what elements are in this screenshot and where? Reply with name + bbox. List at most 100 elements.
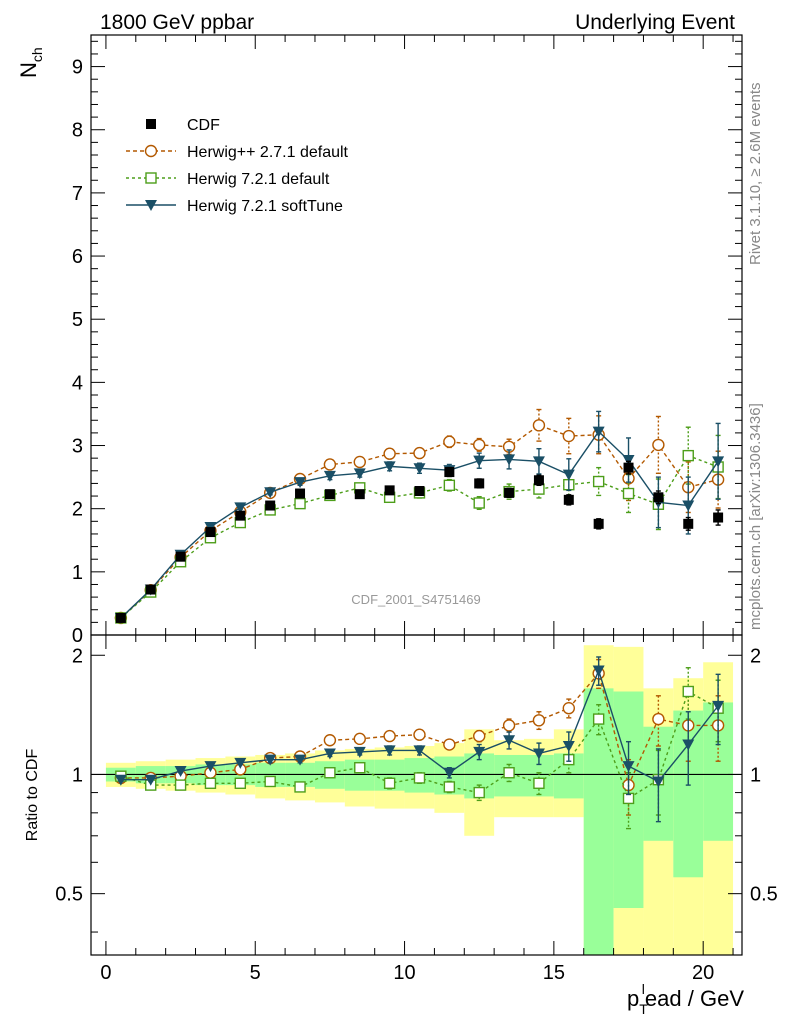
data-point [622,487,635,500]
data-point [413,463,426,475]
data-point [443,738,456,751]
x-axis-label-sup: l [642,981,645,997]
data-point [354,762,366,774]
x-axis-label: pTlead / GeV [627,981,744,1017]
legend-label: Herwig++ 2.7.1 default [187,144,349,161]
data-point [265,500,276,511]
x-axis-label-sub: T [639,1001,648,1017]
data-point [682,500,695,512]
y-axis-label: Nch [16,47,45,78]
data-point [712,700,725,712]
data-point [205,527,216,538]
data-point [592,665,605,677]
data-point [622,455,635,467]
data-point [444,467,455,478]
ratio-y-tick-label: 1 [72,764,83,786]
data-point [562,469,575,481]
data-point [592,426,605,438]
data-point [294,497,306,510]
data-point [623,462,634,473]
y-tick-label: 6 [72,246,83,268]
data-point [592,713,605,725]
x-axis-label-rest: ead / GeV [645,986,744,1011]
data-point [295,488,306,499]
data-point [533,777,545,789]
data-point [264,754,277,766]
data-point [414,486,425,496]
data-point [354,489,365,500]
data-point [114,774,127,786]
y-tick-label: 3 [72,436,83,458]
analysis-label: CDF_2001_S4751469 [351,592,480,607]
data-point [413,772,426,784]
data-point [682,449,694,462]
series-line [120,671,719,788]
data-point [504,487,515,498]
data-point [324,767,336,779]
y-tick-label: 5 [72,309,83,331]
data-point [712,456,725,468]
data-point [443,435,456,448]
header-left: 1800 GeV ppbar [100,11,254,34]
data-point [532,419,546,432]
y-axis-label-main: N [16,62,41,78]
data-point [115,612,126,623]
y-axis-label-sub: ch [29,47,45,62]
data-point [562,702,575,715]
data-point [323,734,337,747]
data-point [652,776,665,788]
series-cdf [115,460,724,623]
x-tick-label: 10 [393,962,415,984]
data-point [473,455,486,467]
data-point [563,494,574,505]
data-point [593,518,604,529]
data-point [682,685,694,698]
data-point [353,455,366,469]
x-tick-label: 15 [543,962,565,984]
data-point [443,781,456,793]
x-axis-label-main: p [627,986,639,1011]
data-point [683,518,694,529]
x-tick-label: 20 [692,962,714,984]
data-point [234,502,247,514]
data-point [323,458,337,471]
data-point [533,475,544,486]
data-point [383,447,396,460]
ratio-y-tick-label: 0.5 [750,884,778,906]
data-point [503,454,516,466]
data-point [592,475,605,488]
data-point [443,767,456,779]
data-point [174,779,187,791]
data-point [264,775,276,788]
x-tick-label: 5 [250,962,261,984]
legend-item: Herwig 7.2.1 softTune [126,198,343,215]
data-point [652,712,665,726]
series-herwig-7-2-1-softtune [114,656,725,823]
data-point [562,740,575,752]
legend-label: Herwig 7.2.1 default [187,171,330,188]
data-point [264,487,277,499]
data-point [145,584,156,595]
header-right: Underlying Event [575,11,735,34]
data-point [653,492,664,503]
data-point [532,456,545,468]
data-point [235,510,246,521]
mcplots-label: mcplots.cern.ch [arXiv:1306.3436] [747,403,764,630]
data-point [294,754,307,766]
data-point [443,479,456,492]
data-point [652,438,665,452]
y-tick-label: 8 [72,120,83,142]
data-point [294,477,307,489]
legend-marker [144,144,158,158]
data-point [473,438,486,452]
data-point [175,551,186,562]
legend-item: CDF [146,117,220,134]
data-point [474,478,485,489]
data-point [713,512,724,523]
data-point [144,774,157,786]
legend-item: Herwig++ 2.7.1 default [126,144,349,161]
data-point [413,446,426,460]
y-tick-label: 0 [72,625,83,647]
